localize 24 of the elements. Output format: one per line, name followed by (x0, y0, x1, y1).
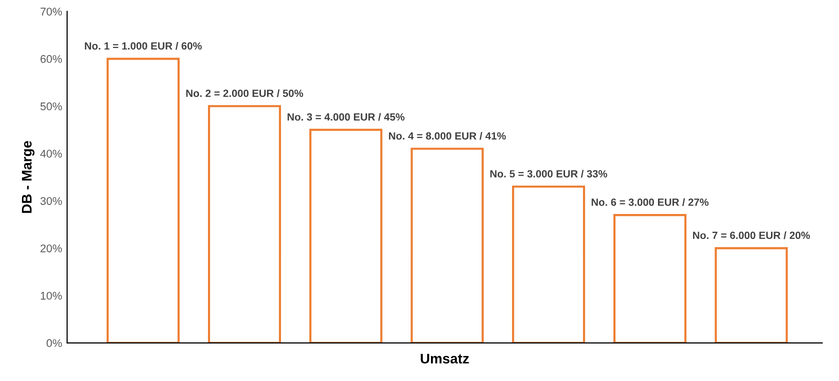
y-tick-label: 50% (40, 102, 62, 110)
data-label: No. 1 = 1.000 EUR / 60% (84, 42, 202, 50)
data-label: No. 4 = 8.000 EUR / 41% (388, 132, 506, 140)
y-tick-label: 60% (40, 55, 62, 63)
bar (512, 186, 586, 343)
y-tick-label: 40% (40, 150, 62, 158)
bar (714, 247, 788, 343)
data-label: No. 2 = 2.000 EUR / 50% (186, 89, 304, 98)
y-tick-label: 0% (46, 339, 62, 348)
data-label: No. 7 = 6.000 EUR / 20% (693, 231, 810, 240)
bar (106, 58, 180, 343)
data-label: No. 6 = 3.000 EUR / 27% (592, 198, 709, 206)
y-tick-label: 20% (40, 244, 62, 252)
x-axis-title: Umsatz (420, 354, 469, 364)
y-tick-label: 70% (40, 8, 62, 16)
y-tick-label: 30% (40, 197, 62, 205)
y-axis-title: DB - Marge (22, 140, 34, 213)
bar (309, 128, 382, 343)
bar (410, 148, 484, 343)
y-tick-label: 10% (40, 292, 62, 300)
data-label: No. 5 = 3.000 EUR / 33% (490, 170, 608, 178)
bar (613, 214, 686, 343)
data-label: No. 3 = 4.000 EUR / 45% (288, 113, 404, 121)
bar (208, 105, 282, 343)
